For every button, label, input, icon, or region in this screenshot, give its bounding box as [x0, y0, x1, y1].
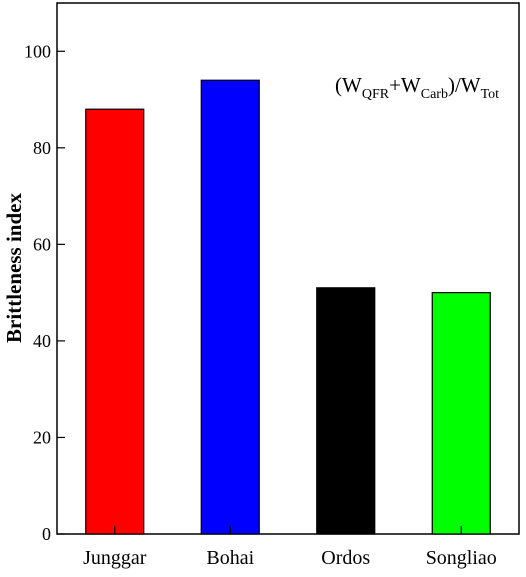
y-tick-label: 100	[24, 41, 51, 61]
x-tick-label-songliao: Songliao	[426, 547, 497, 569]
y-axis-ticks: 0 20 40 60 80 100	[24, 41, 65, 544]
bars-group	[85, 79, 491, 535]
annotation-text: +W	[389, 73, 421, 97]
x-tick-label-bohai: Bohai	[206, 547, 254, 569]
x-tick-label-junggar: Junggar	[83, 547, 147, 569]
y-tick-label: 0	[42, 524, 51, 544]
annotation-subscript: Carb	[421, 87, 448, 102]
bar-junggar	[85, 108, 145, 535]
x-tick-label-ordos: Ordos	[321, 547, 370, 569]
annotation-subscript: Tot	[481, 87, 500, 102]
y-axis-title: Brittleness index	[2, 193, 26, 343]
annotation-text: (W	[335, 73, 362, 97]
y-tick-label: 20	[33, 427, 51, 447]
bar-ordos	[316, 287, 376, 535]
annotation-text: )/W	[448, 73, 481, 97]
y-tick-label: 40	[33, 331, 51, 351]
y-tick-label: 80	[33, 138, 51, 158]
x-axis-ticks: Junggar Bohai Ordos Songliao	[83, 526, 497, 569]
bar-songliao	[431, 292, 491, 535]
formula-annotation: (WQFR+WCarb)/WTot	[335, 73, 499, 102]
y-tick-label: 60	[33, 234, 51, 254]
plot-frame	[56, 2, 520, 535]
bar-bohai	[200, 79, 260, 535]
annotation-subscript: QFR	[362, 87, 390, 102]
